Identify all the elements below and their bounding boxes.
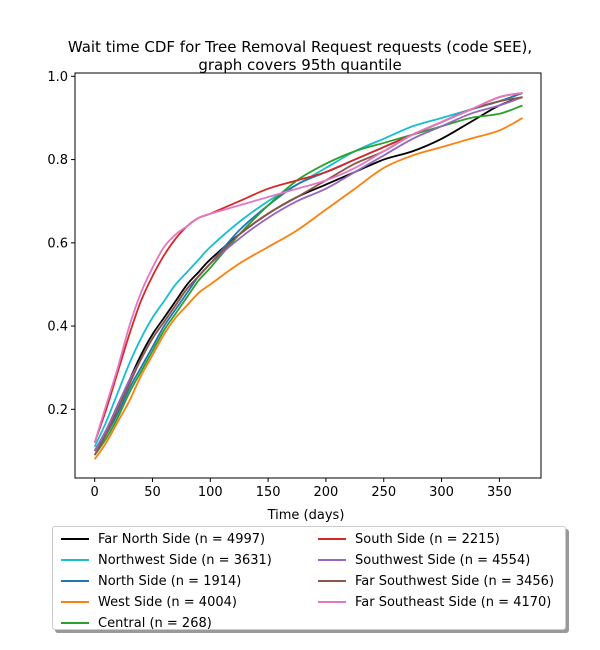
legend-label: Central (n = 268) <box>98 615 212 631</box>
series-line-3 <box>93 92 523 452</box>
legend-label: South Side (n = 2215) <box>355 531 500 547</box>
legend-swatch <box>61 580 89 582</box>
series-line-6 <box>93 92 523 443</box>
legend-item: Northwest Side (n = 3631) <box>61 550 272 570</box>
y-tick-label: 0.8 <box>47 153 68 168</box>
legend-swatch <box>61 538 89 540</box>
legend-item: Far Southeast Side (n = 4170) <box>318 592 551 612</box>
series-line-4 <box>93 117 523 460</box>
legend-item: Far North Side (n = 4997) <box>61 529 265 549</box>
y-tick-label: 1.0 <box>47 70 68 85</box>
x-tick-label: 150 <box>256 485 281 500</box>
legend-label: North Side (n = 1914) <box>98 573 242 589</box>
y-tick-label: 0.2 <box>47 403 68 418</box>
y-axis: 0.2 0.4 0.6 0.8 1.0 <box>47 70 75 418</box>
legend-item: Southwest Side (n = 4554) <box>318 550 530 570</box>
series-line-8 <box>93 96 523 456</box>
legend-swatch <box>318 559 346 561</box>
x-tick-label: 50 <box>144 485 161 500</box>
series-line-9 <box>93 92 523 443</box>
legend-swatch <box>318 580 346 582</box>
x-tick-label: 100 <box>198 485 223 500</box>
x-axis-label: Time (days) <box>267 508 345 523</box>
plot-frame <box>74 72 542 479</box>
legend-label: Northwest Side (n = 3631) <box>98 552 272 568</box>
series-line-7 <box>93 96 523 452</box>
series-layer <box>93 92 523 460</box>
legend-label: Far Southwest Side (n = 3456) <box>355 573 555 589</box>
x-tick-label: 350 <box>487 485 512 500</box>
legend-label: West Side (n = 4004) <box>98 594 237 610</box>
legend-item: Far Southwest Side (n = 3456) <box>318 571 554 591</box>
legend-label: Far Southeast Side (n = 4170) <box>355 594 552 610</box>
legend-label: Far North Side (n = 4997) <box>98 531 266 547</box>
legend-item: North Side (n = 1914) <box>61 571 241 591</box>
legend-item: West Side (n = 4004) <box>61 592 237 612</box>
x-tick-label: 200 <box>314 485 339 500</box>
y-tick-label: 0.6 <box>47 236 68 251</box>
chart-title-line-2: graph covers 95th quantile <box>198 56 402 74</box>
x-axis: 0 50 100 150 200 250 300 350 <box>91 478 512 500</box>
series-line-5 <box>93 104 523 456</box>
legend-item: Central (n = 268) <box>61 613 212 633</box>
x-tick-label: 300 <box>429 485 454 500</box>
series-line-2 <box>93 92 523 448</box>
legend: Far North Side (n = 4997) Northwest Side … <box>52 526 566 633</box>
legend-swatch <box>318 601 346 603</box>
chart-title-line-1: Wait time CDF for Tree Removal Request r… <box>67 38 533 56</box>
legend-swatch <box>61 559 89 561</box>
legend-label: Southwest Side (n = 4554) <box>355 552 531 568</box>
legend-swatch <box>61 622 89 624</box>
series-line-1 <box>93 96 523 452</box>
x-tick-label: 250 <box>371 485 396 500</box>
legend-item: South Side (n = 2215) <box>318 529 500 549</box>
y-tick-label: 0.4 <box>47 320 68 335</box>
x-tick-label: 0 <box>91 485 99 500</box>
legend-swatch <box>318 538 346 540</box>
legend-swatch <box>61 601 89 603</box>
